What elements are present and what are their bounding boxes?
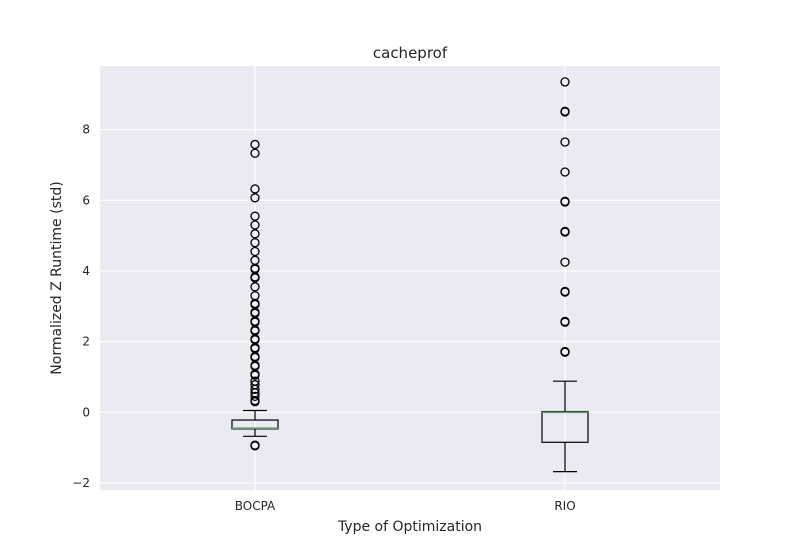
y-axis-label: Normalized Z Runtime (std) (49, 181, 65, 374)
outlier-point (250, 139, 260, 150)
outlier-point (560, 77, 570, 87)
outlier-point (250, 211, 260, 221)
outlier-point (560, 137, 570, 147)
y-tick-label: 0 (82, 405, 90, 419)
outlier-point (560, 286, 570, 297)
chart-title: cacheprof (373, 44, 448, 62)
outlier-point (250, 380, 260, 390)
y-tick-label: 4 (82, 264, 90, 278)
outlier-point (560, 316, 570, 327)
outlier-point (250, 193, 260, 203)
x-tick-label: RIO (554, 499, 575, 513)
outlier-point (250, 282, 260, 292)
plot-area (100, 66, 720, 490)
y-axis-ticks: −2 0 2 4 6 8 (72, 123, 90, 490)
outlier-point (250, 184, 260, 194)
box-rio (541, 77, 589, 473)
y-tick-label: −2 (72, 476, 90, 490)
x-axis-label: Type of Optimization (337, 519, 482, 535)
y-tick-label: 8 (82, 123, 90, 137)
x-axis-ticks: BOCPA RIO (235, 499, 576, 513)
outlier-point (560, 196, 570, 206)
y-tick-label: 6 (82, 193, 90, 207)
outlier-point (560, 226, 570, 237)
box-series (231, 77, 589, 473)
outlier-point (250, 440, 260, 450)
outlier-point (250, 229, 260, 239)
outlier-point (250, 238, 260, 248)
outlier-point (250, 220, 260, 230)
outlier-point (250, 391, 260, 402)
y-tick-label: 2 (82, 335, 90, 349)
outlier-point (250, 255, 260, 265)
outlier-point (250, 291, 260, 301)
outlier-point (250, 148, 260, 158)
box-bocpa (231, 139, 279, 451)
outlier-point (560, 257, 570, 267)
outlier-point (560, 346, 570, 357)
x-tick-label: BOCPA (235, 499, 276, 513)
outlier-point (560, 167, 570, 177)
outlier-point (560, 106, 570, 116)
outlier-point (250, 246, 260, 257)
outlier-point (250, 376, 260, 386)
